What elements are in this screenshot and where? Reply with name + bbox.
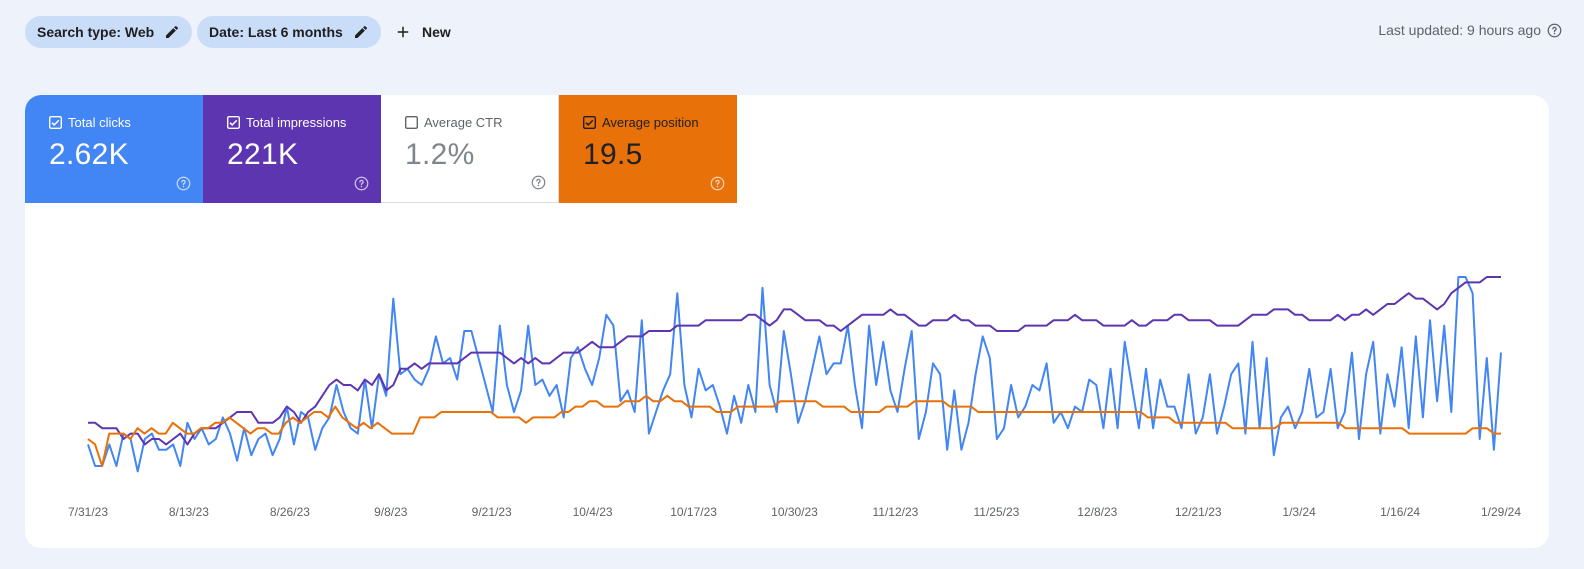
x-tick-label: 10/17/23 [670, 505, 717, 519]
help-icon[interactable] [354, 176, 369, 191]
filter-bar: Search type: Web Date: Last 6 months New… [0, 0, 1584, 64]
help-icon[interactable] [710, 176, 725, 191]
edit-pencil-icon [166, 25, 179, 38]
x-tick-label: 10/30/23 [771, 505, 818, 519]
new-filter-button[interactable]: New [394, 16, 451, 48]
x-tick-label: 11/25/23 [973, 505, 1019, 519]
plus-icon [397, 26, 409, 38]
metric-label: Average position [602, 115, 699, 130]
metric-value: 2.62K [49, 138, 129, 171]
series-line-total-clicks [87, 276, 1502, 473]
help-icon[interactable] [176, 176, 191, 191]
performance-card: Total clicks 2.62K Total impressions 221… [25, 95, 1549, 548]
x-tick-label: 8/26/23 [270, 505, 310, 519]
checkbox-unchecked-icon[interactable] [405, 116, 418, 129]
checkbox-checked-icon[interactable] [49, 116, 62, 129]
metric-total-impressions[interactable]: Total impressions 221K [203, 95, 381, 203]
x-tick-label: 9/21/23 [472, 505, 512, 519]
x-tick-label: 7/31/23 [68, 505, 108, 519]
metric-value: 1.2% [405, 138, 475, 171]
metric-value: 19.5 [583, 138, 643, 171]
date-filter-label: Date: Last 6 months [209, 24, 343, 40]
x-tick-label: 12/21/23 [1175, 505, 1222, 519]
help-icon[interactable] [1547, 23, 1562, 38]
x-tick-label: 10/4/23 [573, 505, 613, 519]
x-tick-label: 8/13/23 [169, 505, 209, 519]
metric-average-position[interactable]: Average position 19.5 [559, 95, 737, 203]
last-updated-status: Last updated: 9 hours ago [1378, 22, 1562, 38]
line-chart-svg: 7/31/23 8/13/23 8/26/23 9/8/23 9/21/23 10/4/2… [68, 276, 1521, 519]
x-tick-label: 1/16/24 [1380, 505, 1420, 519]
search-type-filter-chip[interactable]: Search type: Web [25, 16, 193, 48]
checkbox-checked-icon[interactable] [583, 116, 596, 129]
performance-chart[interactable]: 7/31/23 8/13/23 8/26/23 9/8/23 9/21/23 10/4/2… [25, 203, 1549, 548]
x-tick-label: 9/8/23 [374, 505, 408, 519]
metric-average-ctr[interactable]: Average CTR 1.2% [381, 95, 559, 203]
x-tick-label: 1/3/24 [1282, 505, 1316, 519]
x-tick-label: 1/29/24 [1481, 505, 1521, 519]
metric-label: Total clicks [68, 115, 131, 130]
checkbox-checked-icon[interactable] [227, 116, 240, 129]
x-tick-label: 11/12/23 [872, 505, 918, 519]
new-filter-label: New [422, 24, 451, 40]
series-line-average-position [87, 394, 1501, 467]
edit-pencil-icon [354, 25, 367, 38]
last-updated-text: Last updated: 9 hours ago [1378, 22, 1541, 38]
date-filter-chip[interactable]: Date: Last 6 months [197, 16, 381, 48]
metric-label: Average CTR [424, 115, 503, 130]
metric-label: Total impressions [246, 115, 347, 130]
metric-value: 221K [227, 138, 299, 171]
series-line-total-impressions [88, 276, 1501, 446]
help-icon[interactable] [531, 175, 546, 190]
metric-total-clicks[interactable]: Total clicks 2.62K [25, 95, 203, 203]
x-tick-label: 12/8/23 [1077, 505, 1117, 519]
search-type-filter-label: Search type: Web [37, 24, 155, 40]
